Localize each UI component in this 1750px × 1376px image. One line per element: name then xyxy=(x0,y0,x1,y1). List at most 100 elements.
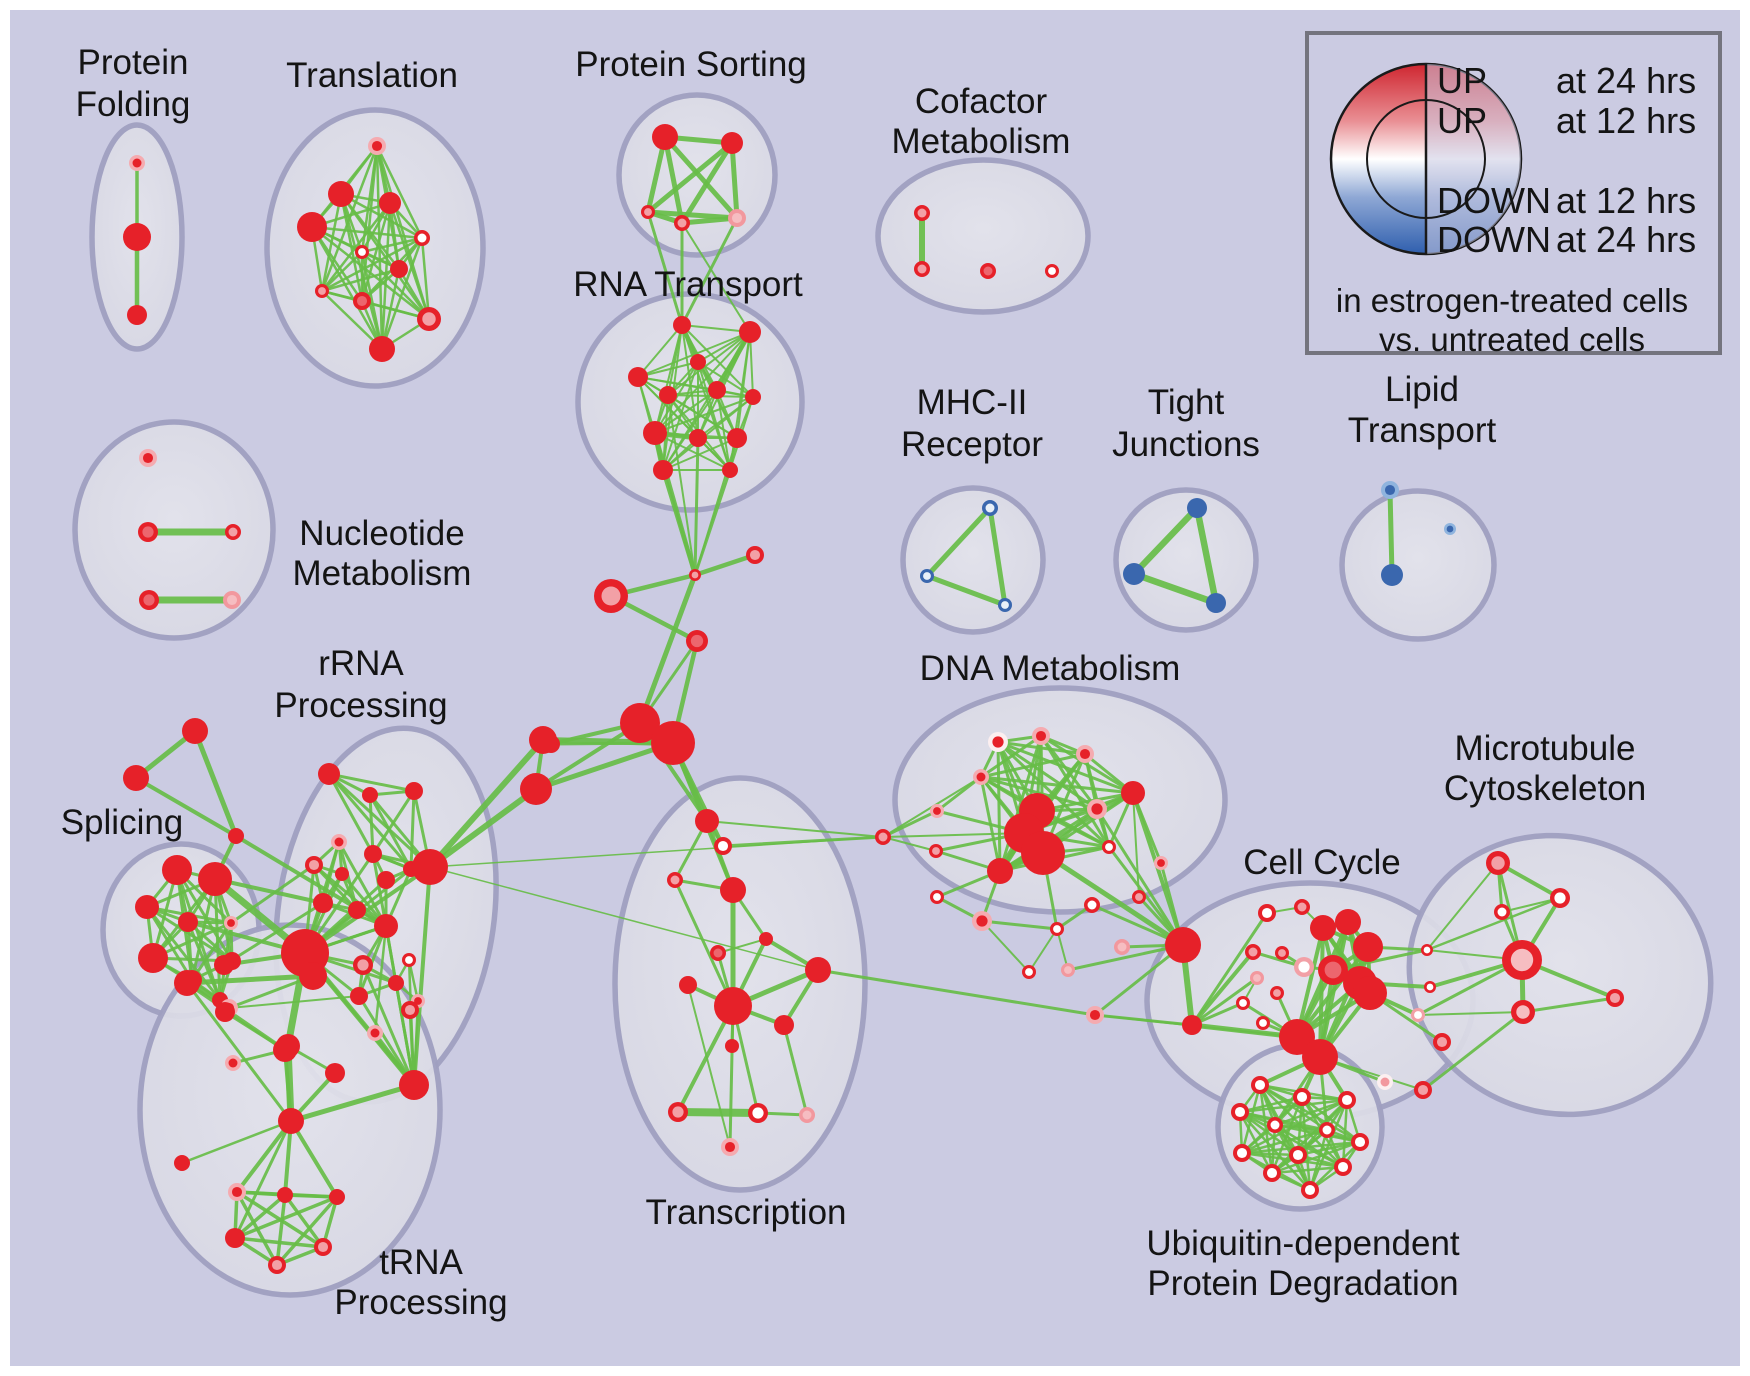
edge xyxy=(681,324,751,333)
cluster-label-microtubule-cytoskeleton: Cytoskeleton xyxy=(1444,769,1646,808)
edge xyxy=(1270,1165,1345,1175)
node-tl3 xyxy=(379,192,401,214)
node-ring xyxy=(722,462,738,478)
cluster-label-cofactor-metabolism: Cofactor xyxy=(915,82,1048,121)
edge xyxy=(729,140,740,221)
node-core xyxy=(357,959,369,971)
edge xyxy=(662,134,740,221)
node-r14 xyxy=(402,953,416,967)
node-u9 xyxy=(1289,1146,1307,1164)
edge xyxy=(1190,976,1259,1027)
node-ring xyxy=(123,765,149,791)
node-core xyxy=(334,837,344,847)
cluster-label-protein-sorting: Protein Sorting xyxy=(575,45,807,84)
node-u1 xyxy=(1251,1076,1269,1094)
node-ring xyxy=(620,703,660,743)
edge xyxy=(645,140,735,215)
edge xyxy=(373,924,388,1035)
edge xyxy=(1040,850,1186,948)
node-t13 xyxy=(268,1256,286,1274)
node-cm2 xyxy=(1424,981,1436,993)
node-tl6 xyxy=(355,245,369,259)
node-tl11 xyxy=(369,336,395,362)
node-core xyxy=(142,526,154,538)
node-ring xyxy=(350,987,368,1005)
node-core xyxy=(1035,730,1047,742)
edge xyxy=(979,752,1087,779)
edge xyxy=(1521,996,1617,1014)
node-t12 xyxy=(314,1238,332,1256)
node-u3 xyxy=(1338,1091,1356,1109)
node-core xyxy=(1089,1009,1101,1021)
node-x13 xyxy=(799,1107,815,1123)
node-ring xyxy=(369,336,395,362)
node-H2 xyxy=(299,962,327,990)
node-ring xyxy=(1187,498,1207,518)
node-core xyxy=(1266,1167,1278,1179)
edge xyxy=(429,866,819,971)
node-tl5 xyxy=(414,230,430,246)
edge xyxy=(661,468,697,577)
node-cf2 xyxy=(914,261,930,277)
node-ring xyxy=(1381,564,1403,586)
node-tl8 xyxy=(315,284,329,298)
node-rt12 xyxy=(722,462,738,478)
node-c7 xyxy=(1275,946,1289,960)
node-nm4 xyxy=(139,590,159,610)
node-ring xyxy=(695,809,719,833)
node-j1 xyxy=(689,569,701,581)
edge xyxy=(420,236,431,321)
edge xyxy=(680,216,739,327)
node-cm4 xyxy=(1433,1033,1451,1051)
legend-direction-label-0: UP xyxy=(1437,60,1487,101)
edge xyxy=(1270,1140,1362,1175)
node-core xyxy=(1298,961,1310,973)
node-r13 xyxy=(374,914,398,938)
edge xyxy=(1387,487,1395,578)
edge xyxy=(233,1236,325,1249)
node-core xyxy=(1297,902,1307,912)
node-c11 xyxy=(1353,976,1387,1010)
edge xyxy=(222,901,325,967)
edge xyxy=(1270,1095,1304,1175)
edge xyxy=(1130,570,1220,607)
edge xyxy=(180,1119,293,1165)
node-ring xyxy=(328,181,354,207)
edge xyxy=(673,878,735,1008)
node-core xyxy=(228,527,238,537)
node-tj2 xyxy=(1123,563,1145,585)
node-ring xyxy=(214,955,234,975)
node-lt1 xyxy=(1381,481,1399,499)
node-ring xyxy=(123,223,151,251)
edge xyxy=(1240,1128,1329,1155)
edge xyxy=(283,1193,325,1249)
node-d3 xyxy=(1076,745,1094,763)
edge xyxy=(289,1119,339,1199)
cluster-label-splicing: Splicing xyxy=(61,803,184,842)
edge xyxy=(924,505,993,579)
node-core xyxy=(917,208,927,218)
node-ring xyxy=(278,1108,304,1134)
edge xyxy=(1132,792,1140,898)
node-core xyxy=(976,915,988,927)
legend-direction-label-3: DOWN xyxy=(1437,219,1551,260)
node-d2 xyxy=(1032,727,1050,745)
node-core xyxy=(1304,1184,1316,1196)
edge xyxy=(360,144,379,303)
node-bigB xyxy=(651,721,695,765)
node-nm5 xyxy=(223,591,241,609)
node-c6 xyxy=(1245,944,1261,960)
node-ring xyxy=(225,1228,245,1248)
node-u10 xyxy=(1334,1158,1352,1176)
edge xyxy=(979,734,1043,779)
edge xyxy=(320,289,384,351)
edge xyxy=(283,1193,339,1199)
node-ring xyxy=(299,962,327,990)
node-ring xyxy=(721,132,743,154)
node-r17 xyxy=(350,987,368,1005)
cluster-label-translation: Translation xyxy=(286,56,458,95)
node-core xyxy=(1446,525,1454,533)
node-r15 xyxy=(353,955,373,975)
